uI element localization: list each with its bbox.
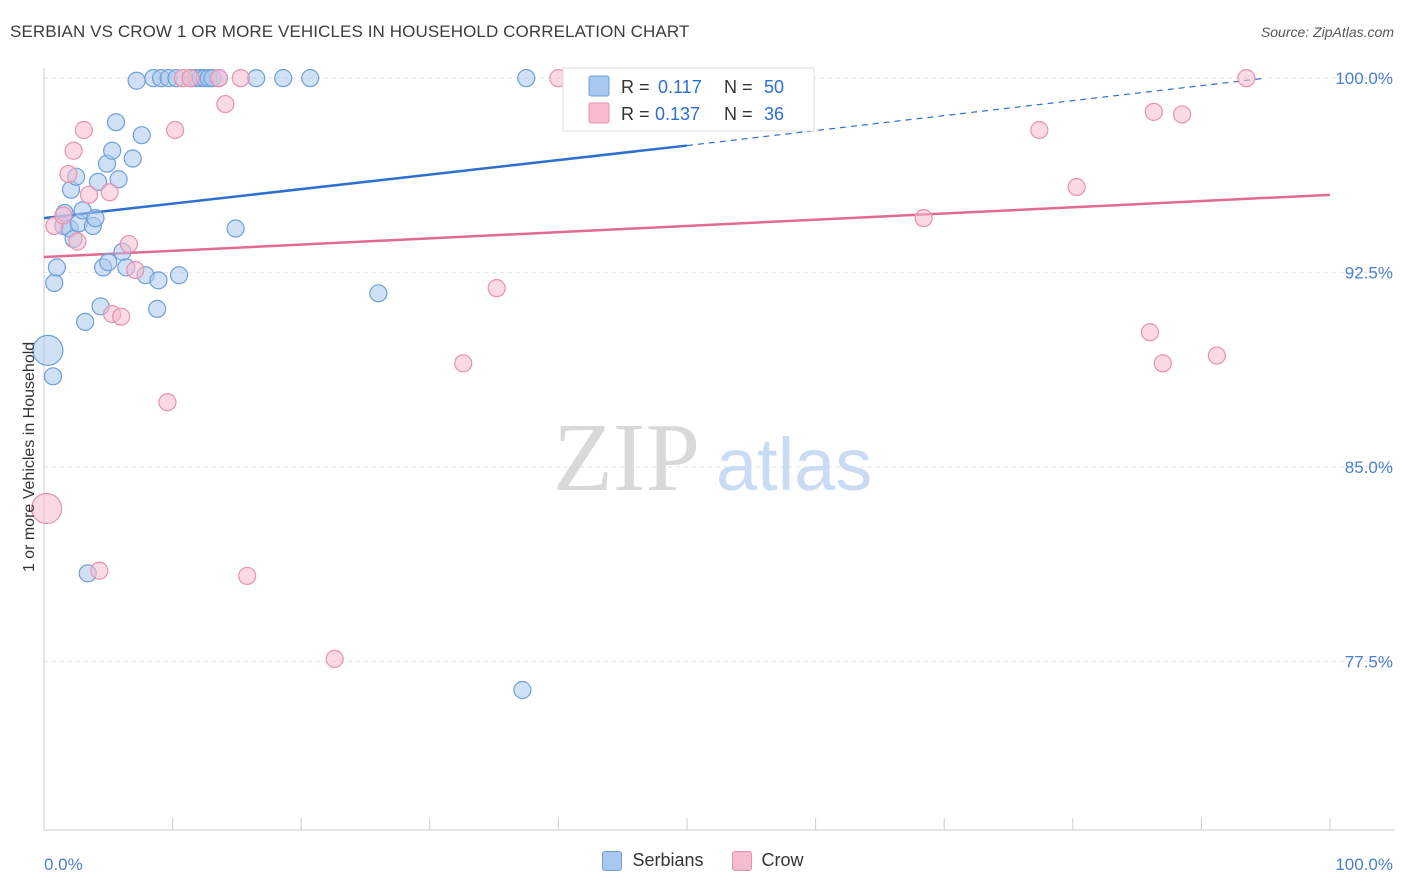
legend-item-crow[interactable]: Crow (731, 850, 804, 871)
crow-point (238, 566, 257, 586)
crow-point (79, 185, 99, 204)
crow-point (1140, 323, 1160, 342)
serbian-point (226, 219, 245, 238)
crow-point (112, 307, 131, 326)
crow-swatch (731, 850, 752, 871)
legend-n-label: N = (724, 77, 753, 97)
data-points (30, 69, 1256, 700)
legend-n-value-crow: 36 (764, 104, 784, 124)
watermark: ZIP atlas (553, 404, 872, 512)
x-tick-labels: 0.0% 100.0% (44, 855, 1393, 874)
serbian-point (45, 273, 64, 293)
crow-point (1153, 354, 1172, 373)
serbian-point (517, 69, 536, 88)
serbian-point (88, 172, 108, 191)
crow-point (1237, 69, 1256, 88)
crow-point (100, 183, 119, 202)
serbian-point (109, 170, 128, 189)
crow-point (166, 120, 185, 140)
crow-point (1067, 177, 1086, 197)
crow-point (30, 492, 63, 525)
crow-point (1030, 120, 1049, 140)
serbian-point (148, 299, 167, 318)
x-tick-label: 0.0% (44, 855, 83, 874)
x-tick-label: 100.0% (1335, 855, 1393, 874)
serbian-point (247, 69, 266, 88)
crow-point (90, 561, 109, 580)
serbian-point (123, 149, 142, 168)
serbian-point (32, 334, 64, 366)
legend-item-serbians[interactable]: Serbians (602, 850, 704, 871)
legend-n-label: N = (724, 104, 753, 124)
serbians-trend-line (43, 144, 688, 220)
legend-r-value-crow: 0.137 (655, 104, 700, 124)
y-tick-label: 92.5% (1345, 264, 1393, 283)
crow-point (1144, 102, 1163, 121)
legend-swatch-serbians (588, 75, 610, 97)
legend-r-label: R = (621, 77, 650, 97)
serbian-point (103, 141, 122, 160)
crow-point (68, 232, 87, 251)
crow-point (231, 69, 250, 88)
axes (43, 68, 1395, 831)
crow-point (119, 234, 138, 254)
crow-point (64, 141, 83, 160)
serbian-point (106, 113, 126, 132)
serbian-point (169, 266, 189, 285)
y-tick-label: 85.0% (1345, 458, 1393, 477)
serbians-trend-extension (686, 77, 1266, 147)
stats-legend: R = 0.117 N = 50 R = 0.137 N = 36 (562, 67, 815, 132)
serbian-point (301, 69, 320, 88)
legend-swatch-crow (588, 102, 610, 124)
serbian-point (513, 680, 532, 700)
y-tick-label: 77.5% (1345, 652, 1393, 671)
serbian-point (127, 71, 146, 90)
legend-r-label: R = (621, 104, 650, 124)
crow-point (216, 94, 235, 114)
y-tick-labels: 77.5% 85.0% 92.5% 100.0% (1335, 69, 1393, 671)
source-label: Source: ZipAtlas.com (1260, 24, 1394, 40)
trend-lines (43, 77, 1331, 259)
serbian-point (43, 367, 63, 386)
legend-label-crow: Crow (761, 850, 804, 870)
serbians-swatch (602, 850, 623, 871)
serbian-point (274, 69, 293, 88)
crow-point (454, 354, 473, 373)
serbian-point (132, 126, 151, 145)
crow-trend-line (43, 193, 1331, 259)
crow-point (59, 164, 78, 184)
crow-point (181, 69, 200, 88)
y-tick-label: 100.0% (1335, 69, 1393, 88)
crow-point (1207, 346, 1226, 365)
serbian-point (369, 284, 388, 303)
chart-title: SERBIAN VS CROW 1 OR MORE VEHICLES IN HO… (10, 22, 690, 41)
serbian-point (149, 271, 168, 290)
legend-label-serbians: Serbians (632, 850, 704, 870)
crow-point (1173, 105, 1192, 124)
serbian-point (47, 258, 66, 277)
crow-point (54, 206, 73, 225)
crow-point (914, 209, 933, 228)
legend-n-value-serbians: 50 (764, 77, 784, 97)
watermark-atlas: atlas (716, 423, 872, 506)
serbian-point (86, 209, 105, 228)
crow-point (74, 120, 93, 140)
crow-point (126, 260, 145, 280)
watermark-zip: ZIP (553, 404, 700, 512)
crow-point (158, 393, 177, 412)
crow-point (487, 279, 506, 298)
bottom-legend: Serbians Crow (0, 850, 1406, 871)
serbian-point (76, 312, 95, 331)
legend-r-value-serbians: 0.117 (658, 77, 702, 97)
crow-point (325, 649, 344, 668)
crow-point (209, 69, 228, 88)
serbian-point (99, 253, 118, 272)
y-axis-label: 1 or more Vehicles in Household (21, 342, 38, 572)
